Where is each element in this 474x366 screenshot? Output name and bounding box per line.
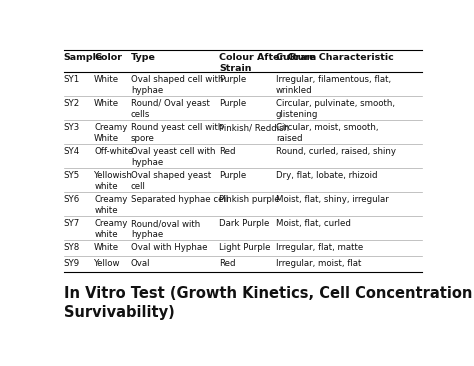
Text: Oval: Oval: [131, 259, 150, 268]
Text: White: White: [94, 75, 119, 84]
Text: Creamy
white: Creamy white: [94, 195, 128, 215]
Text: White: White: [94, 243, 119, 252]
Text: Red: Red: [219, 259, 236, 268]
Text: Type: Type: [131, 53, 156, 62]
Text: Oval shaped cell with
hyphae: Oval shaped cell with hyphae: [131, 75, 223, 96]
Text: Moist, flat, shiny, irregular: Moist, flat, shiny, irregular: [276, 195, 389, 204]
Text: Colour After Gram
Strain: Colour After Gram Strain: [219, 53, 316, 73]
Text: Circular, moist, smooth,
raised: Circular, moist, smooth, raised: [276, 123, 378, 143]
Text: Purple: Purple: [219, 171, 246, 180]
Text: Irregular, filamentous, flat,
wrinkled: Irregular, filamentous, flat, wrinkled: [276, 75, 391, 96]
Text: SY8: SY8: [64, 243, 80, 252]
Text: Round/ Oval yeast
cells: Round/ Oval yeast cells: [131, 99, 210, 119]
Text: SY6: SY6: [64, 195, 80, 204]
Text: SY9: SY9: [64, 259, 80, 268]
Text: White: White: [94, 99, 119, 108]
Text: SY4: SY4: [64, 147, 80, 156]
Text: Irregular, flat, matte: Irregular, flat, matte: [276, 243, 363, 252]
Text: Color: Color: [94, 53, 122, 62]
Text: Culture Characteristic: Culture Characteristic: [276, 53, 394, 62]
Text: SY2: SY2: [64, 99, 80, 108]
Text: SY7: SY7: [64, 219, 80, 228]
Text: Dry, flat, lobate, rhizoid: Dry, flat, lobate, rhizoid: [276, 171, 377, 180]
Text: Yellow: Yellow: [94, 259, 121, 268]
Text: Moist, flat, curled: Moist, flat, curled: [276, 219, 351, 228]
Text: Pinkish/ Reddish: Pinkish/ Reddish: [219, 123, 289, 132]
Text: Creamy
White: Creamy White: [94, 123, 128, 143]
Text: Pinkish purple: Pinkish purple: [219, 195, 280, 204]
Text: Purple: Purple: [219, 75, 246, 84]
Text: Oval yeast cell with
hyphae: Oval yeast cell with hyphae: [131, 147, 215, 167]
Text: Red: Red: [219, 147, 236, 156]
Text: SY5: SY5: [64, 171, 80, 180]
Text: Oval with Hyphae: Oval with Hyphae: [131, 243, 208, 252]
Text: Yellowish
white: Yellowish white: [94, 171, 133, 191]
Text: Off-white: Off-white: [94, 147, 133, 156]
Text: Purple: Purple: [219, 99, 246, 108]
Text: Creamy
white: Creamy white: [94, 219, 128, 239]
Text: Oval shaped yeast
cell: Oval shaped yeast cell: [131, 171, 211, 191]
Text: Dark Purple: Dark Purple: [219, 219, 269, 228]
Text: Circular, pulvinate, smooth,
glistening: Circular, pulvinate, smooth, glistening: [276, 99, 395, 119]
Text: Light Purple: Light Purple: [219, 243, 271, 252]
Text: Round/oval with
hyphae: Round/oval with hyphae: [131, 219, 200, 239]
Text: Round yeast cell with
spore: Round yeast cell with spore: [131, 123, 223, 143]
Text: Separated hyphae cell: Separated hyphae cell: [131, 195, 228, 204]
Text: Sample: Sample: [64, 53, 103, 62]
Text: Round, curled, raised, shiny: Round, curled, raised, shiny: [276, 147, 396, 156]
Text: In Vitro Test (Growth Kinetics, Cell Concentration and
Survivability): In Vitro Test (Growth Kinetics, Cell Con…: [64, 286, 474, 320]
Text: Irregular, moist, flat: Irregular, moist, flat: [276, 259, 361, 268]
Text: SY1: SY1: [64, 75, 80, 84]
Text: SY3: SY3: [64, 123, 80, 132]
